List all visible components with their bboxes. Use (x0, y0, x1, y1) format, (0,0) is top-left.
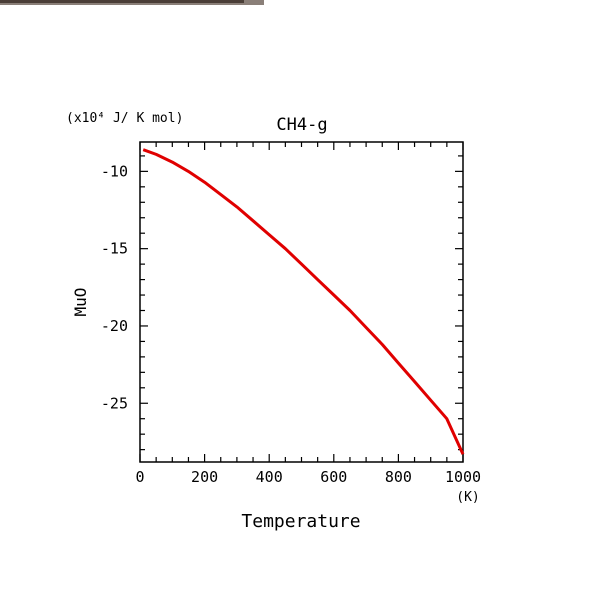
x-tick-label: 200 (191, 468, 218, 486)
y-tick-label: -25 (101, 394, 128, 412)
series-line (142, 148, 465, 455)
window-title-bar-fragment (0, 0, 264, 5)
x-tick-label: 600 (320, 468, 347, 486)
tick-labels: 0 200 400 600 800 1000 -10 -15 -20 -25 (101, 162, 481, 486)
x-tick-label: 0 (135, 468, 144, 486)
y-axis-label: MuO (71, 288, 90, 317)
x-tick-label: 400 (256, 468, 283, 486)
axis-ticks (139, 142, 464, 462)
x-tick-label: 1000 (445, 468, 481, 486)
y-unit-label: (x10⁴ J/ K mol) (66, 111, 183, 126)
window-title-bar-inner (0, 0, 244, 3)
plot-frame (139, 141, 464, 463)
x-axis-label: Temperature (241, 511, 360, 532)
y-tick-label: -20 (101, 317, 128, 335)
y-tick-label: -10 (101, 162, 128, 180)
y-tick-label: -15 (101, 240, 128, 258)
chart-title: CH4-g (276, 115, 327, 135)
x-unit-label: (K) (456, 490, 479, 505)
x-tick-label: 800 (385, 468, 412, 486)
